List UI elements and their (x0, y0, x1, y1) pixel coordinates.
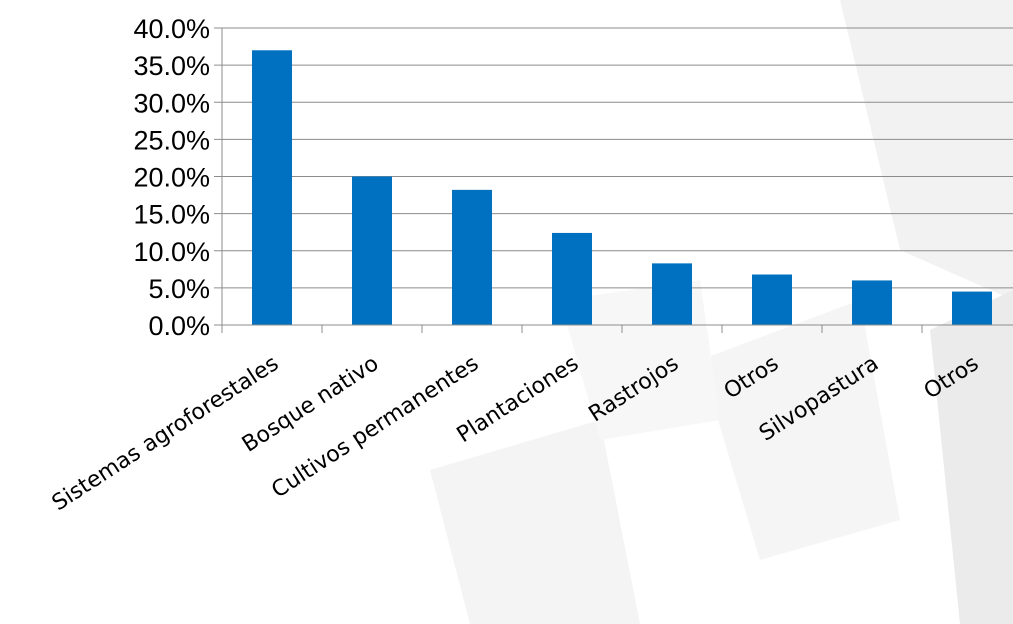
bar (752, 274, 792, 325)
axes (214, 27, 1013, 333)
bar (652, 263, 692, 325)
x-tick-label: Otros (920, 351, 983, 404)
bars (252, 50, 992, 326)
y-tick-label: 30.0% (133, 88, 210, 118)
bar (552, 232, 592, 325)
bar (452, 189, 492, 325)
y-tick-labels: 0.0% 5.0% 10.0% 15.0% 20.0% 25.0% 30.0% 35.0% 40… (133, 14, 210, 341)
x-tick-label: Rastrojos (585, 351, 684, 427)
bar (352, 176, 392, 325)
y-tick-label: 20.0% (133, 163, 210, 193)
bar (852, 280, 892, 325)
y-tick-label: 5.0% (148, 274, 210, 304)
y-tick-label: 15.0% (133, 200, 210, 230)
y-tick-label: 35.0% (133, 51, 210, 81)
y-tick-label: 25.0% (133, 125, 210, 155)
x-tick-label: Otros (720, 351, 783, 404)
y-tick-label: 10.0% (133, 237, 210, 267)
gridlines (222, 27, 1013, 289)
bar (252, 50, 292, 326)
bar (952, 291, 992, 325)
y-tick-label: 40.0% (133, 14, 210, 44)
y-tick-label: 0.0% (148, 311, 210, 341)
